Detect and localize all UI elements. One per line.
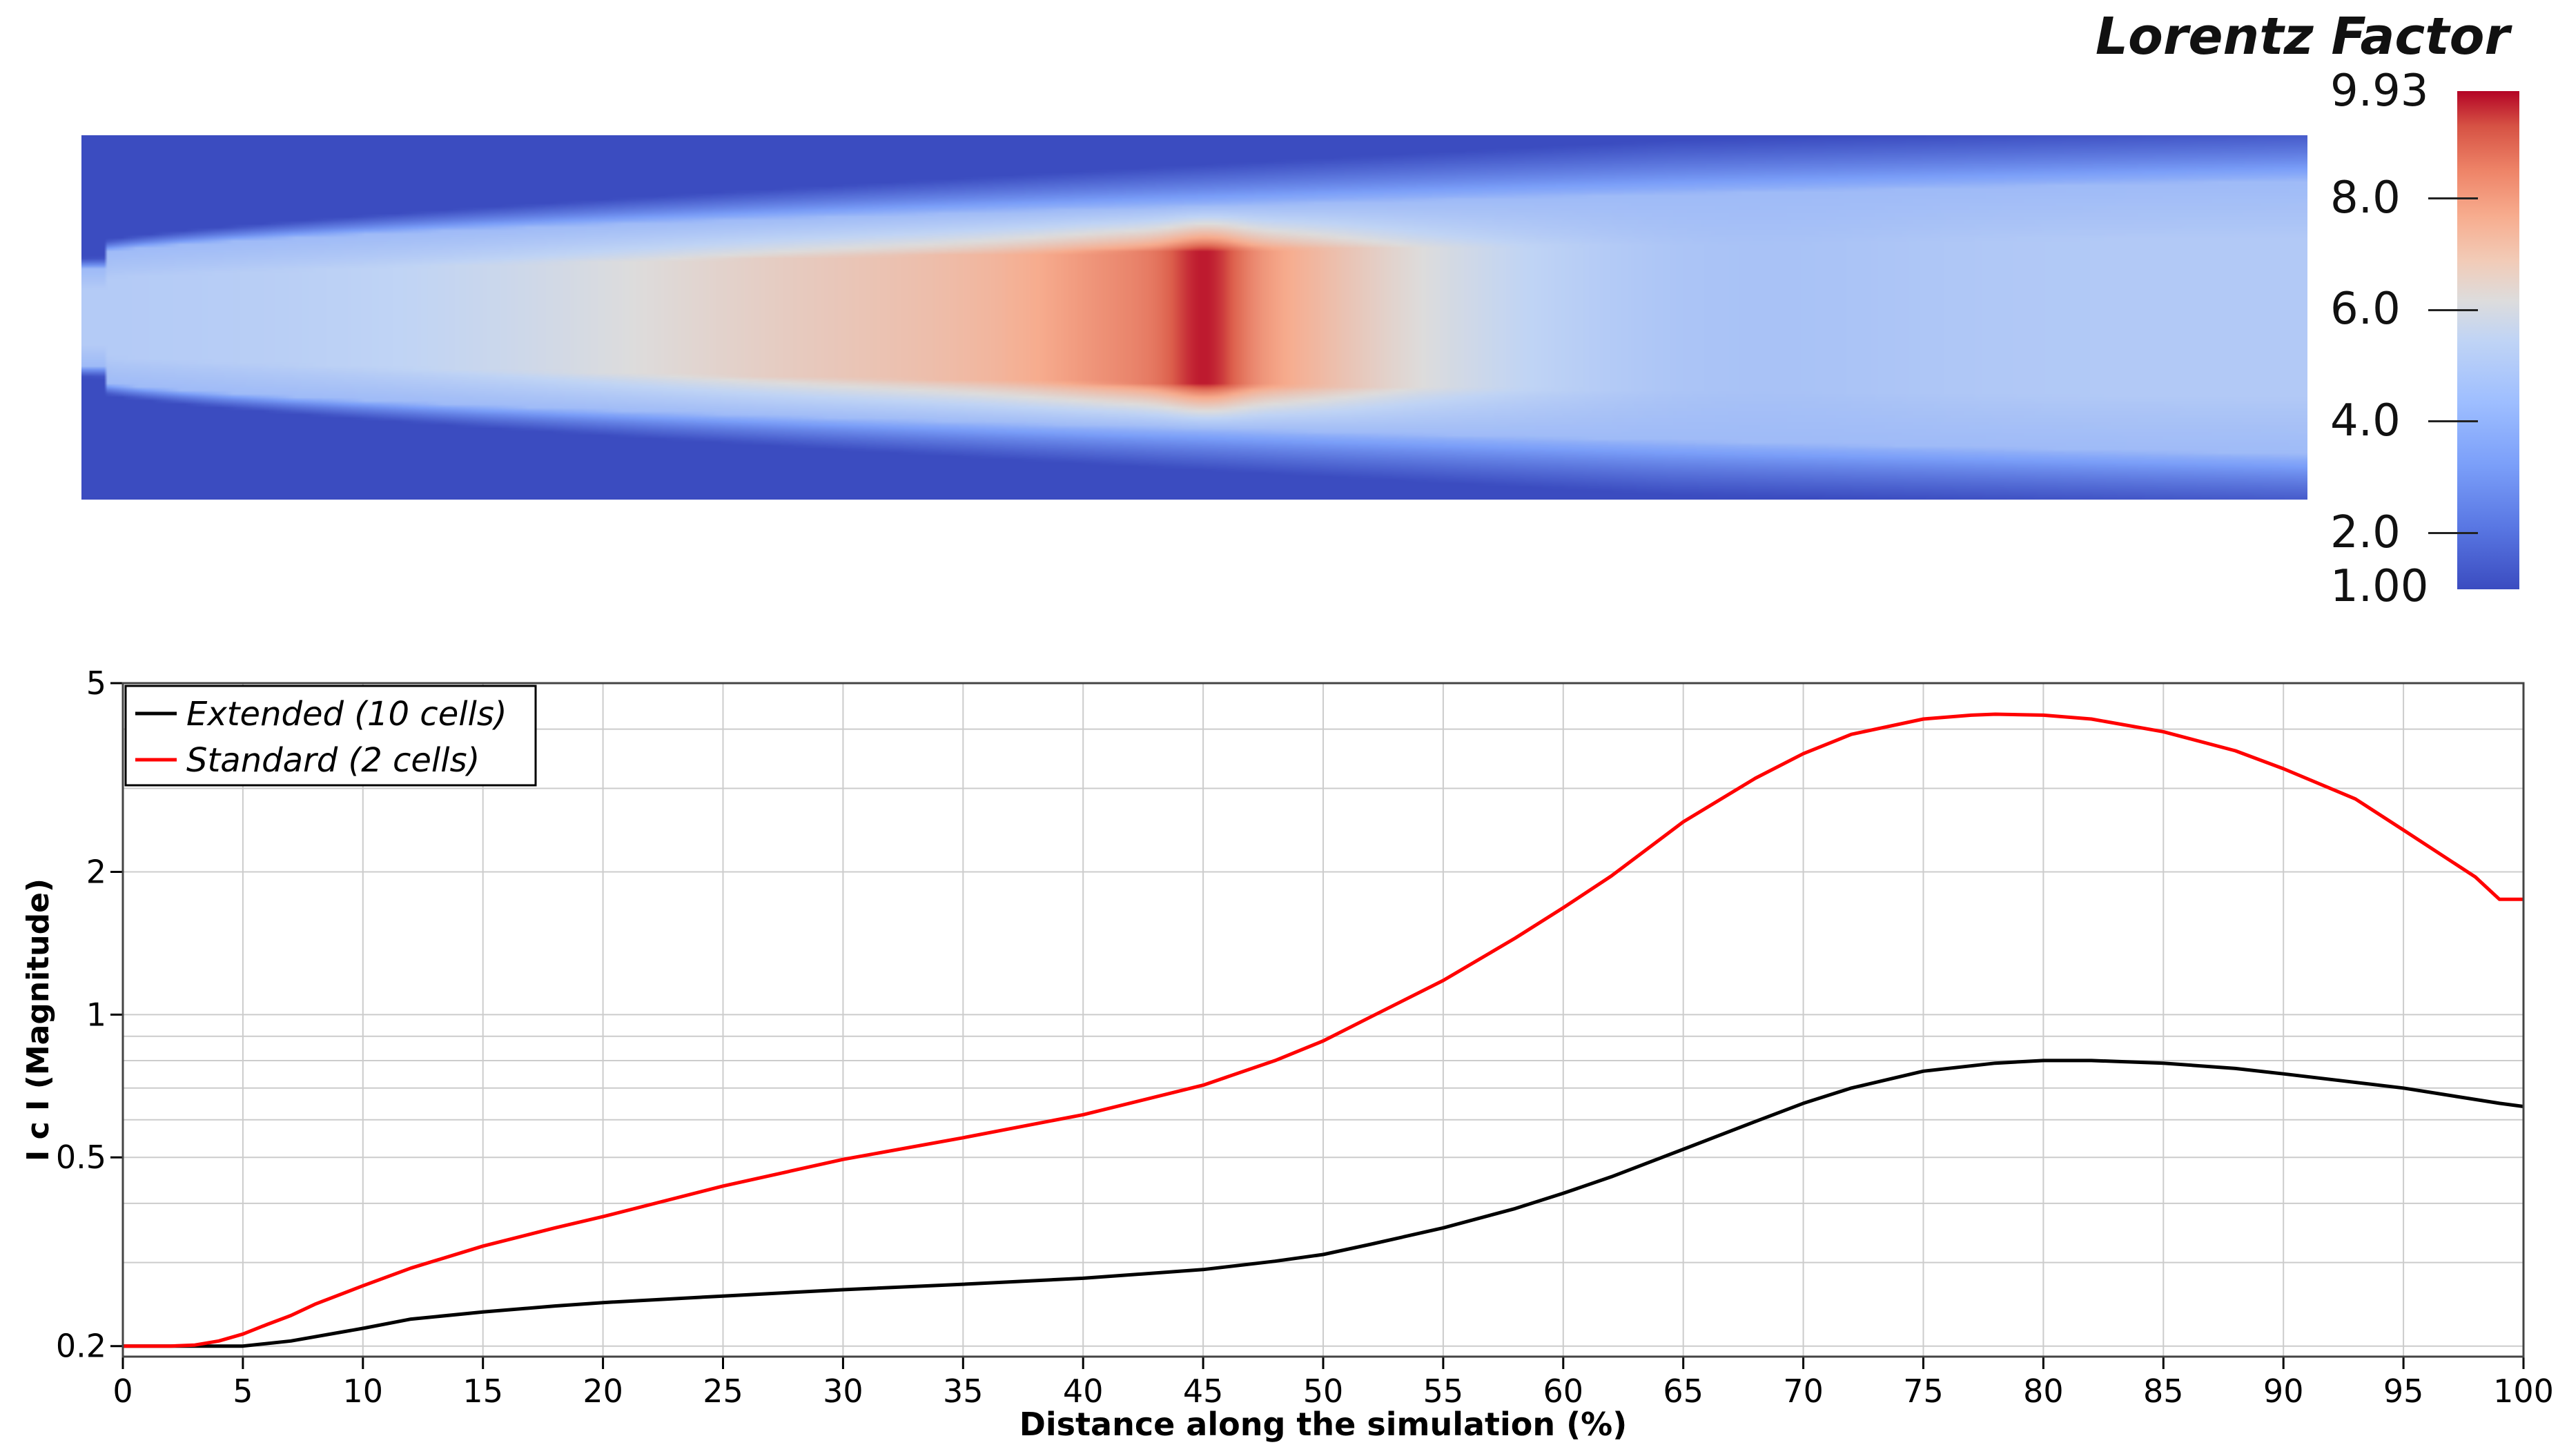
x-tick-label: 25 (703, 1373, 743, 1410)
x-tick-label: 70 (1783, 1373, 1824, 1410)
y-tick-label: 1 (86, 996, 106, 1033)
colorbar-max-label: 9.93 (2330, 66, 2429, 117)
colorbar-tick-mark (2428, 420, 2478, 422)
colorbar-tick-label-6: 6.0 (2330, 284, 2401, 335)
x-tick-label: 80 (2023, 1373, 2064, 1410)
lorentz-factor-heatmap (81, 135, 2307, 500)
x-tick-label: 15 (462, 1373, 503, 1410)
x-tick-label: 5 (233, 1373, 253, 1410)
y-tick-label: 2 (86, 853, 106, 890)
colorbar-min-label: 1.00 (2330, 561, 2429, 612)
x-tick-label: 35 (943, 1373, 984, 1410)
colorbar-tick-mark (2428, 532, 2478, 534)
legend-label-0: Extended (10 cells) (186, 695, 507, 734)
x-axis-label: Distance along the simulation (%) (1019, 1406, 1628, 1443)
x-tick-label: 60 (1543, 1373, 1584, 1410)
x-tick-label: 0 (113, 1373, 133, 1410)
legend: Extended (10 cells) Standard (2 cells) (124, 685, 537, 787)
x-tick-label: 75 (1903, 1373, 1944, 1410)
plot-frame (121, 682, 2525, 1358)
series-line-0 (123, 1059, 2524, 1348)
colorbar-tick-label-2: 2.0 (2330, 507, 2401, 558)
legend-box (124, 685, 537, 787)
x-tick-label: 20 (583, 1373, 623, 1410)
x-tick-label: 85 (2143, 1373, 2184, 1410)
y-tick-label: 0.5 (56, 1139, 106, 1176)
x-tick-label: 50 (1303, 1373, 1344, 1410)
colorbar-tick-label-8: 8.0 (2330, 173, 2401, 224)
colorbar-title: Lorentz Factor (2095, 7, 2510, 66)
series-line-1 (123, 712, 2523, 1348)
x-tick-label: 90 (2263, 1373, 2304, 1410)
x-tick-label: 10 (343, 1373, 384, 1410)
x-tick-label: 45 (1183, 1373, 1224, 1410)
x-tick-label: 30 (823, 1373, 863, 1410)
x-tick-label: 100 (2493, 1373, 2554, 1410)
legend-label-1: Standard (2 cells) (186, 741, 480, 780)
y-tick-label: 5 (86, 665, 106, 702)
x-tick-label: 55 (1423, 1373, 1464, 1410)
x-tick-label: 40 (1063, 1373, 1104, 1410)
colorbar-tick-label-4: 4.0 (2330, 395, 2401, 446)
x-tick-label: 95 (2383, 1373, 2424, 1410)
y-axis-label: I c I (Magnitude) (21, 878, 56, 1161)
x-tick-label: 65 (1663, 1373, 1703, 1410)
lorentz-factor-field (81, 135, 2307, 500)
colorbar (2457, 91, 2519, 589)
grid (122, 682, 2524, 1357)
colorbar-tick-mark (2428, 309, 2478, 311)
colorbar-tick-mark (2428, 197, 2478, 199)
y-tick-label: 0.2 (56, 1328, 106, 1365)
